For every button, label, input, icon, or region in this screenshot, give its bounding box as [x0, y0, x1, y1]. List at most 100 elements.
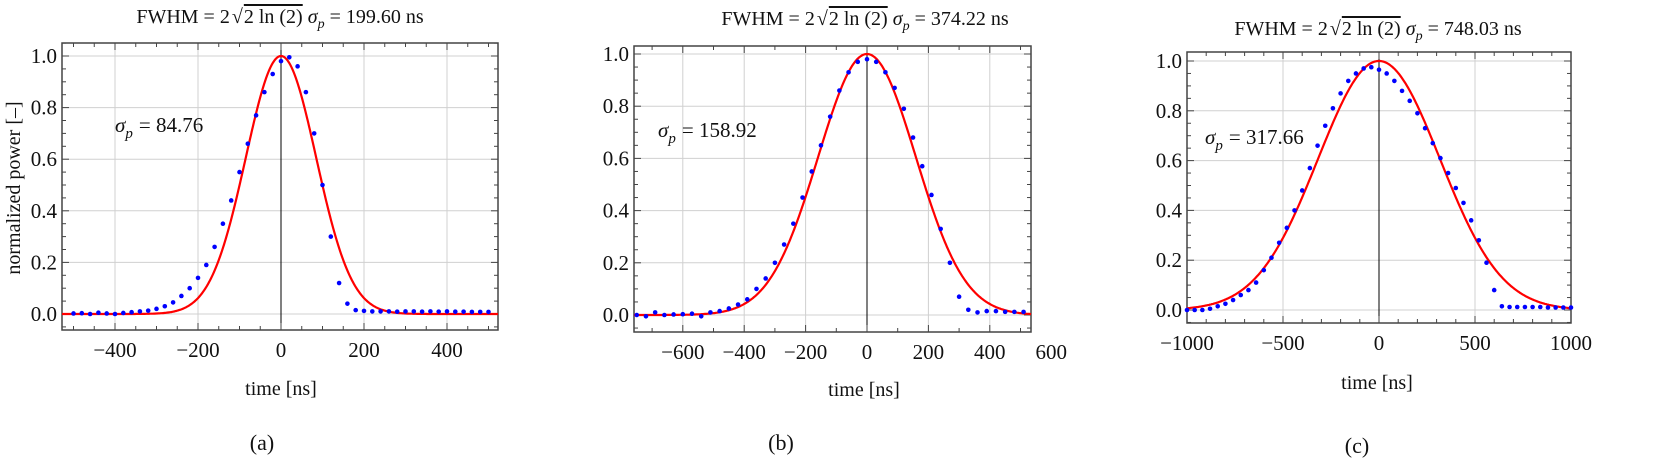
annotation-value: = 84.76 [139, 113, 203, 137]
measured-point [287, 54, 292, 60]
y-tick-label: 0.6 [31, 147, 57, 171]
measured-point [1468, 218, 1474, 223]
title-sigma: σ [308, 6, 319, 28]
title-sigma: σ [1406, 18, 1417, 40]
measured-point [929, 192, 934, 198]
measured-point [278, 58, 284, 64]
sigma-annotation: σp = 317.66 [1205, 125, 1304, 154]
measured-point [212, 244, 217, 250]
measured-point [984, 308, 990, 314]
measured-point [444, 309, 450, 314]
measured-point [428, 309, 433, 314]
measured-point [993, 308, 999, 314]
y-tick-label: 0.4 [603, 199, 630, 223]
measured-point [262, 89, 267, 95]
measured-point [864, 56, 870, 62]
measured-point [137, 309, 143, 314]
y-tick-label: 1.0 [31, 44, 57, 68]
measured-point [486, 309, 491, 315]
measured-point [873, 59, 879, 65]
measured-point [154, 306, 159, 312]
y-tick-label: 1.0 [603, 42, 629, 66]
title-radicand: 2 ln (2) [1342, 18, 1401, 40]
x-tick-label: 0 [862, 340, 873, 364]
fit-curve [62, 54, 498, 316]
measured-point [1322, 123, 1328, 129]
measured-point [1246, 287, 1251, 293]
measured-point [1307, 165, 1313, 171]
measured-point [901, 106, 907, 112]
measured-point [170, 300, 176, 305]
annotation-sigma-sub: p [1214, 138, 1223, 154]
measured-point [469, 309, 475, 315]
y-tick-label: 0.8 [603, 94, 629, 118]
measured-point [883, 69, 888, 75]
measured-point [386, 309, 392, 314]
panel-label: (c) [1345, 433, 1369, 458]
measured-point [1376, 67, 1382, 73]
measured-point [643, 314, 649, 319]
measured-point [818, 143, 824, 148]
title-prefix: FWHM = 2 [1234, 18, 1328, 40]
measured-point [1407, 98, 1413, 104]
measured-point [187, 285, 192, 291]
measured-point [689, 311, 695, 316]
title-sigma: σ [893, 8, 904, 30]
measured-point [1276, 240, 1282, 246]
title-sigma-sub: p [1415, 29, 1423, 44]
annotation-sigma-sub: p [667, 131, 676, 147]
measured-point [353, 307, 359, 313]
measured-point [744, 297, 750, 302]
x-tick-label: 400 [431, 338, 463, 362]
measured-point [436, 309, 442, 314]
x-axis-label: time [ns] [828, 379, 900, 401]
measured-point [336, 280, 342, 286]
measured-point [1292, 208, 1297, 213]
measured-point [662, 312, 667, 318]
measured-point [754, 286, 759, 292]
x-tick-label: −400 [723, 340, 766, 364]
title-radicand: 2 ln (2) [244, 6, 303, 28]
measured-point [477, 309, 483, 315]
measured-point [809, 169, 815, 174]
measured-point [378, 309, 383, 314]
measured-point [204, 262, 209, 268]
chart-title: FWHM = 2 √2 ln (2) σp = 748.03 ns [1234, 18, 1522, 44]
annotation-sigma: σ [658, 118, 670, 142]
y-tick-label: 0.4 [31, 199, 58, 223]
measured-point [1453, 185, 1459, 191]
annotation-value: = 317.66 [1229, 125, 1304, 149]
x-tick-label: 0 [276, 338, 287, 362]
measured-point [1330, 106, 1336, 111]
measured-point [837, 88, 842, 93]
measured-point [791, 221, 796, 226]
measured-point [1384, 71, 1389, 76]
panel-b: −600 −400 −200 0 200 400 600 0.0 0.2 0.4 0.6 0.8 1.0… [603, 8, 1067, 455]
measured-point [892, 85, 897, 91]
measured-point [394, 309, 400, 314]
measured-point [311, 131, 317, 136]
measured-point [1514, 304, 1520, 310]
measured-point [1415, 110, 1420, 116]
y-tick-label: 1.0 [1156, 49, 1182, 73]
measured-point [1238, 292, 1244, 298]
measured-point [320, 182, 325, 188]
measured-point [1207, 306, 1213, 312]
y-tick-label: 0.6 [603, 146, 629, 170]
measured-point [726, 306, 732, 311]
measured-point [634, 312, 640, 318]
y-tick-label: 0.0 [1156, 298, 1182, 322]
sigma-annotation: σp = 158.92 [658, 118, 757, 147]
measured-point [1545, 305, 1551, 310]
measured-point [245, 141, 251, 147]
x-axis-label: time [ns] [245, 378, 317, 400]
x-tick-label: 200 [348, 338, 380, 362]
measured-point [1461, 200, 1466, 206]
measured-point [220, 221, 226, 226]
measured-point [1223, 301, 1228, 307]
measured-point [1422, 125, 1428, 131]
title-sigma-sub: p [902, 19, 910, 34]
measured-point [1002, 309, 1008, 315]
x-tick-label: 200 [913, 340, 945, 364]
